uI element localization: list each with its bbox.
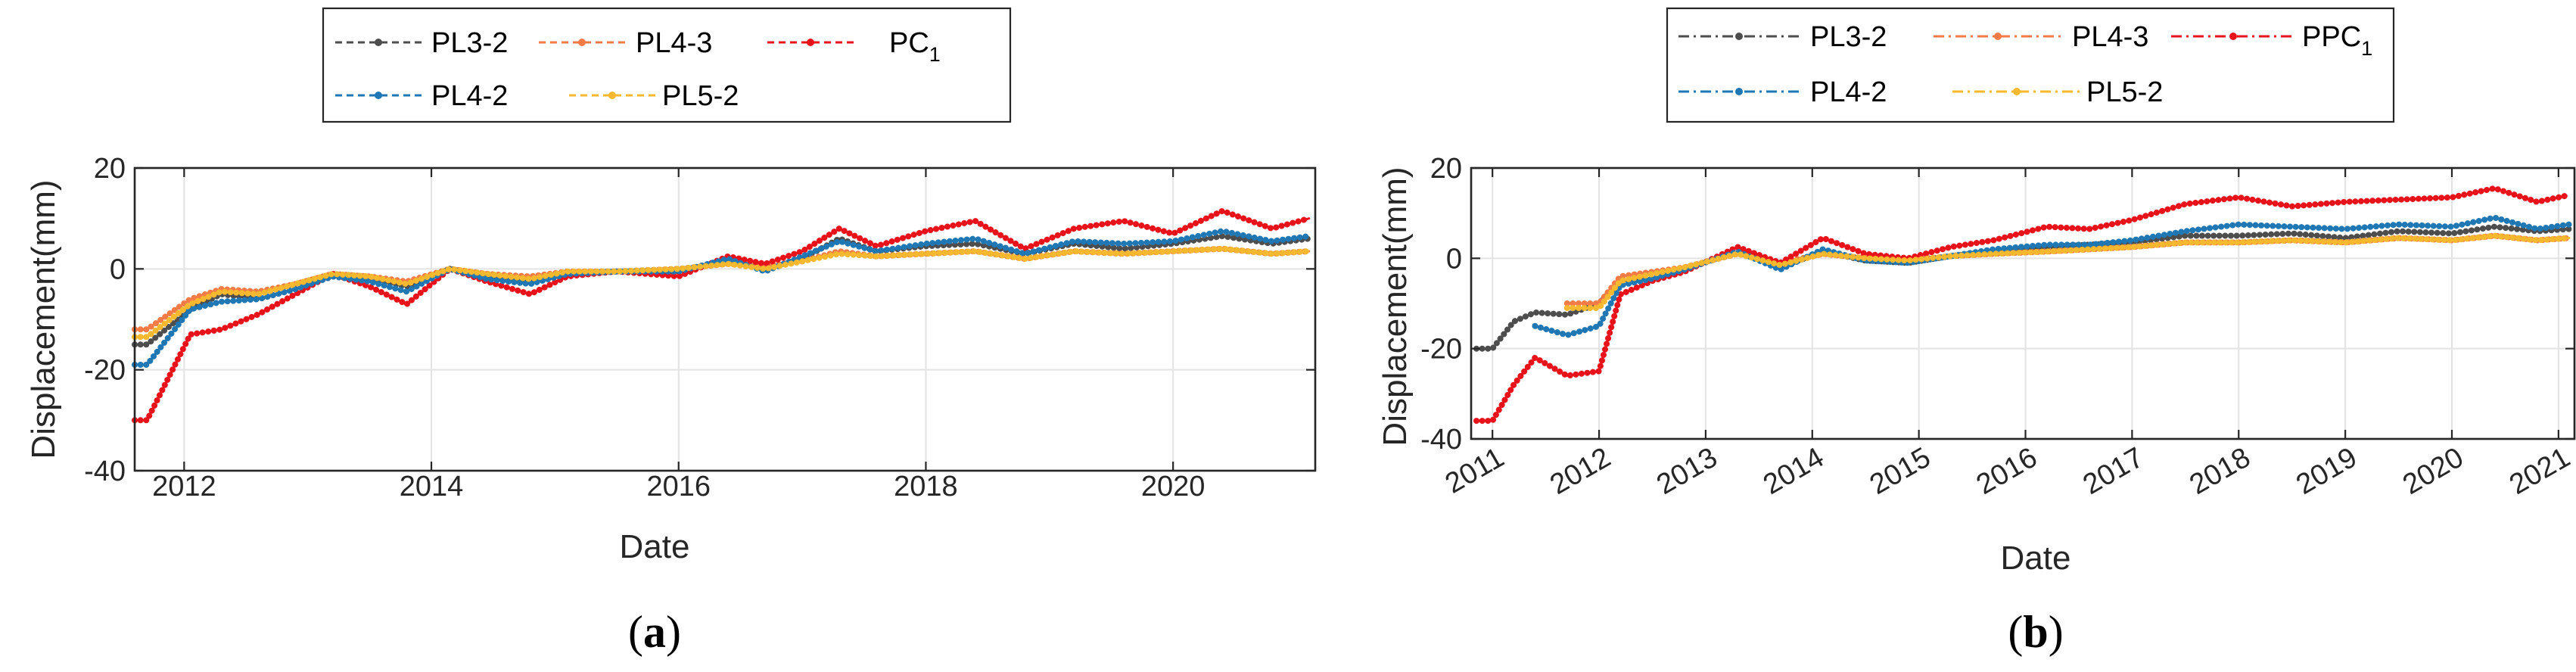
legend-a-marker-1	[578, 39, 586, 46]
legend-a-entry-1: PL4-3	[539, 27, 712, 59]
x-tick-label-a-2: 2016	[646, 471, 711, 502]
panel-caption-b: (b)	[2008, 607, 2063, 657]
y-tick-label-b-0: -40	[1420, 424, 1462, 456]
legend-b-label-4: PL5-2	[2086, 76, 2163, 108]
legend-a-label-0: PL3-2	[431, 27, 508, 59]
legend-a-marker-2	[807, 39, 814, 46]
legend-b-entry-4: PL5-2	[1952, 76, 2163, 108]
legend-b-box	[1666, 7, 2395, 123]
legend-b-entry-3: PL4-2	[1678, 76, 1887, 108]
y-axis-title-a: Displacement(mm)	[25, 179, 62, 459]
legend-a-entry-3: PL4-2	[335, 80, 508, 112]
plot-area-a	[133, 166, 1317, 472]
legend-b-marker-1	[1994, 33, 2002, 40]
x-axis-a: 2012 2014 2016 2018 2020	[152, 168, 1205, 502]
series-a-2	[132, 207, 1312, 424]
y-tick-label-b-3: 20	[1430, 153, 1462, 185]
series-markers-a-4	[132, 245, 1312, 341]
legend-a-entry-4: PL5-2	[569, 80, 739, 112]
legend-b-label-1: PL4-3	[2072, 21, 2148, 53]
series-b-3	[1532, 214, 2572, 338]
legend-a-label-3: PL4-2	[431, 80, 508, 112]
x-tick-label-b-6: 2017	[2078, 441, 2149, 501]
series-group-a	[132, 207, 1312, 424]
x-tick-label-b-3: 2014	[1758, 441, 1829, 501]
legend-b-marker-0	[1735, 33, 1743, 40]
x-tick-label-a-4: 2020	[1141, 471, 1206, 502]
y-tick-label-a-0: -40	[84, 456, 126, 487]
series-b-2	[1473, 185, 2572, 425]
legend-b-entry-1: PL4-3	[1934, 21, 2148, 53]
series-markers-a-2	[132, 207, 1312, 424]
legend-b-entry-0: PL3-2	[1678, 21, 1887, 53]
legend-b-label-0: PL3-2	[1810, 21, 1887, 53]
x-tick-label-b-7: 2018	[2185, 441, 2256, 501]
y-axis-a: -40 -20 0 20	[84, 153, 1315, 487]
series-markers-b-2	[1473, 185, 2572, 425]
legend-b-marker-3	[1735, 88, 1743, 95]
legend-b: PL3-2 PL4-3 PPC1 PL4-2 PL5-2	[1666, 7, 2395, 123]
legend-b-label-3: PL4-2	[1810, 76, 1887, 108]
series-group-b	[1473, 185, 2572, 425]
x-tick-label-a-3: 2018	[894, 471, 958, 502]
legend-a-label-1: PL4-3	[636, 27, 712, 59]
x-tick-label-b-4: 2015	[1865, 441, 1936, 501]
x-tick-label-a-1: 2014	[400, 471, 464, 502]
legend-a-marker-3	[375, 92, 382, 99]
chart-panel-b: PL3-2 PL4-3 PPC1 PL4-2 PL5-2	[1377, 7, 2576, 657]
x-tick-label-b-8: 2019	[2291, 441, 2362, 501]
legend-a-label-2: PC1	[889, 27, 941, 66]
legend-a-marker-0	[375, 39, 382, 46]
series-markers-b-4	[1563, 232, 2572, 311]
legend-a-entry-2: PC1	[767, 27, 941, 66]
x-axis-title-a: Date	[620, 528, 690, 565]
legend-a-entry-0: PL3-2	[335, 27, 508, 59]
legend-a-box	[322, 7, 1012, 123]
series-markers-b-3	[1532, 214, 2572, 338]
y-tick-label-b-2: 0	[1446, 243, 1462, 275]
x-tick-label-b-5: 2016	[1971, 441, 2042, 501]
series-a-4	[132, 245, 1312, 341]
chart-panel-a: PL3-2 PL4-3 PC1 PL4-2 PL5-2	[25, 7, 1317, 657]
y-axis-b: -40 -20 0 20	[1420, 153, 2574, 456]
x-tick-label-b-10: 2021	[2504, 441, 2575, 501]
x-tick-label-b-1: 2012	[1545, 441, 1616, 501]
legend-b-marker-2	[2229, 33, 2237, 40]
legend-b-marker-4	[2013, 88, 2021, 95]
x-tick-label-b-2: 2013	[1651, 441, 1722, 501]
plot-border-a	[133, 166, 1317, 472]
legend-b-entry-2: PPC1	[2171, 21, 2372, 60]
y-tick-label-b-1: -20	[1420, 334, 1462, 366]
y-tick-label-a-3: 20	[94, 153, 126, 185]
legend-a-label-4: PL5-2	[662, 80, 739, 112]
y-axis-title-b: Displacement(mm)	[1377, 166, 1414, 446]
x-axis-title-b: Date	[2001, 540, 2071, 577]
plot-border-b	[1470, 166, 2576, 440]
x-tick-label-b-9: 2020	[2397, 441, 2469, 501]
legend-a-marker-4	[608, 92, 616, 99]
y-tick-label-a-1: -20	[84, 355, 126, 387]
plot-area-b	[1470, 166, 2576, 440]
y-tick-label-a-2: 0	[110, 254, 126, 285]
panel-caption-a: (a)	[628, 607, 681, 657]
legend-a: PL3-2 PL4-3 PC1 PL4-2 PL5-2	[322, 7, 1012, 123]
x-tick-label-a-0: 2012	[152, 471, 216, 502]
series-b-4	[1563, 232, 2572, 311]
legend-b-label-2: PPC1	[2302, 21, 2372, 60]
